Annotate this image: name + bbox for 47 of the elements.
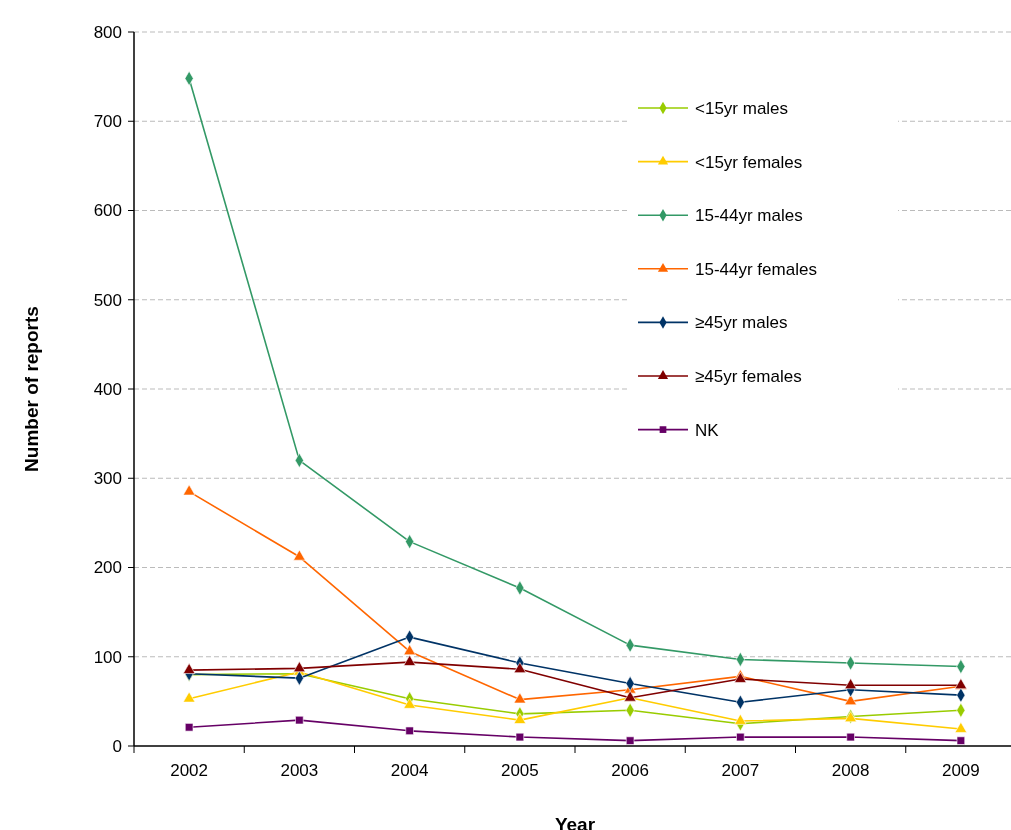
point [293,549,306,561]
x-tick-label: 2004 [390,761,429,780]
x-tick-label: 2008 [831,761,870,780]
point [513,713,527,724]
x-tick-label: 2002 [170,761,209,780]
y-axis-title: Number of reports [21,306,42,472]
point [515,732,525,742]
y-tick-label: 100 [93,647,122,667]
y-tick-label: 200 [93,558,122,578]
point [295,715,304,725]
point [513,662,527,673]
point [513,692,527,704]
y-tick-label: 500 [93,290,122,310]
x-tick-label: 2005 [500,761,539,780]
x-tick-label: 2003 [280,761,319,780]
y-tick-label: 0 [112,736,122,756]
point [182,691,196,703]
point [954,721,968,733]
y-tick-label: 700 [93,112,122,132]
point [403,644,416,656]
point [625,736,635,745]
legend-label: ≥45yr females [695,366,802,386]
y-tick-label: 300 [93,469,122,489]
point [405,726,414,735]
point [403,655,416,666]
legend-label: 15-44yr females [695,259,817,279]
point [182,663,196,674]
point [736,732,745,742]
legend-label: NK [695,420,720,440]
x-tick-label: 2009 [941,761,980,780]
y-tick-label: 400 [93,379,122,399]
legend-label: <15yr females [695,152,803,172]
point [846,732,855,742]
point [844,678,857,690]
y-tick-label: 800 [93,22,122,42]
y-tick-label: 600 [93,201,122,221]
legend-label: 15-44yr males [695,206,803,226]
point [734,713,747,725]
point [182,484,196,496]
point [403,697,416,709]
point [956,736,966,745]
point [844,694,857,706]
legend-label: <15yr males [695,98,789,118]
x-tick-label: 2007 [721,761,760,780]
legend-label: ≥45yr males [695,313,788,333]
point [184,723,194,732]
x-tick-label: 2006 [611,761,650,780]
